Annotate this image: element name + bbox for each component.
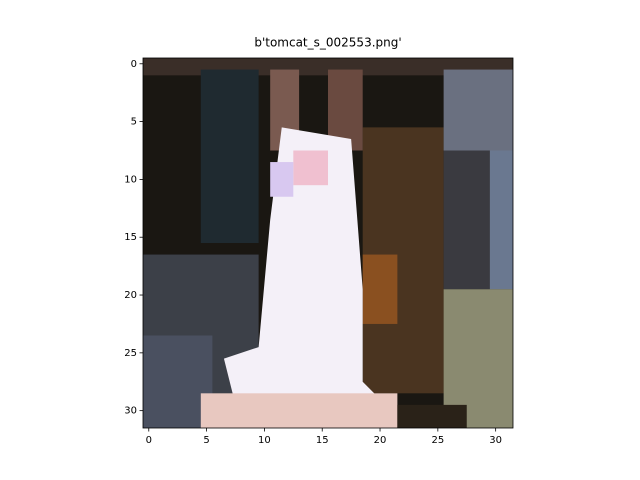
y-tick-label: 20: [124, 290, 137, 301]
x-tick-label: 15: [316, 435, 329, 446]
chart-title: b'tomcat_s_002553.png': [254, 36, 401, 50]
x-tick-label: 25: [431, 435, 444, 446]
x-tick-label: 5: [203, 435, 209, 446]
y-tick-label: 15: [124, 232, 137, 243]
x-tick-label: 10: [258, 435, 271, 446]
y-tick-label: 30: [124, 406, 137, 417]
y-tick-label: 5: [131, 117, 137, 128]
x-tick-label: 0: [146, 435, 152, 446]
x-tick-label: 20: [374, 435, 387, 446]
axes-frame: [142, 57, 514, 429]
y-tick-label: 0: [131, 59, 137, 70]
y-tick-label: 10: [124, 174, 137, 185]
x-tick-label: 30: [489, 435, 502, 446]
image: [143, 58, 513, 428]
y-tick-label: 25: [124, 348, 137, 359]
